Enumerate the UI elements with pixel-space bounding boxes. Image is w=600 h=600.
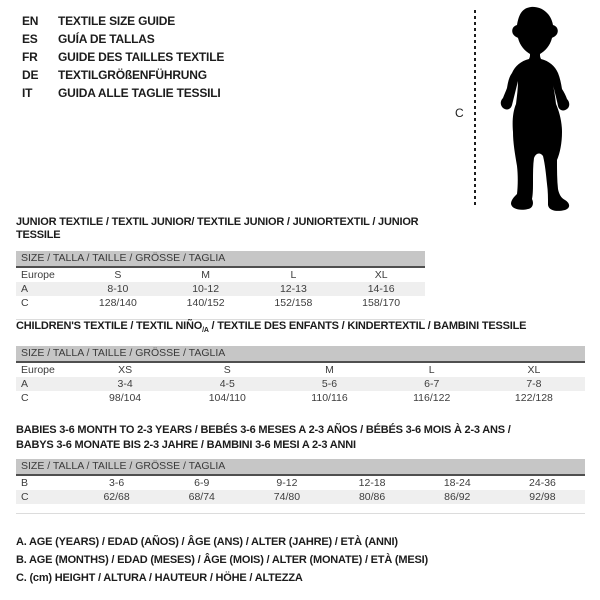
language-title: TEXTILE SIZE GUIDE <box>58 14 176 28</box>
legend-line-b: B. AGE (MONTHS) / EDAD (MESES) / ÂGE (MO… <box>16 554 428 566</box>
table-row-europe: Europe S M L XL <box>16 268 425 282</box>
table-cell: S <box>114 269 122 281</box>
table-cell: 116/122 <box>413 392 451 405</box>
measurement-legend: A. AGE (YEARS) / EDAD (AÑOS) / ÂGE (ANS)… <box>16 533 428 587</box>
table-cell: 9-12 <box>276 477 298 489</box>
size-header-bar: SIZE / TALLA / TAILLE / GRÖSSE / TAGLIA <box>16 251 425 268</box>
babies-table-section: BABIES 3-6 MONTH TO 2-3 YEARS / BEBÉS 3-… <box>16 423 585 514</box>
table-row-age: A 3-4 4-5 5-6 6-7 7-8 <box>16 377 585 392</box>
language-code: ES <box>22 32 38 46</box>
title-line-1: BABIES 3-6 MONTH TO 2-3 YEARS / BEBÉS 3-… <box>16 424 511 436</box>
title-part: CHILDREN'S TEXTILE / TEXTIL NIÑO <box>16 320 203 332</box>
table-cell: 5-6 <box>321 378 338 391</box>
table-cell: 62/68 <box>103 491 130 503</box>
table-cell: 12-18 <box>358 477 386 489</box>
language-code: DE <box>22 68 39 82</box>
table-cell: 68/74 <box>188 491 215 503</box>
language-header: EN TEXTILE SIZE GUIDE ES GUÍA DE TALLAS … <box>22 12 224 102</box>
table-cell: 158/170 <box>362 297 401 309</box>
row-label: C <box>21 297 29 309</box>
children-table-section: CHILDREN'S TEXTILE / TEXTIL NIÑO/A / TEX… <box>16 320 585 405</box>
table-row-months: B 3-6 6-9 9-12 12-18 18-24 24-36 <box>16 476 585 490</box>
table-bottom-rule <box>16 513 585 514</box>
table-cell: 3-4 <box>117 378 133 391</box>
table-cell: L <box>290 269 297 281</box>
table-cell: XS <box>118 364 133 377</box>
table-cell: 14-16 <box>367 283 395 295</box>
table-cell: M <box>325 364 334 377</box>
language-title: GUIDA ALLE TAGLIE TESSILI <box>58 86 221 100</box>
language-title: GUIDE DES TAILLES TEXTILE <box>58 50 225 64</box>
table-cell: 6-9 <box>194 477 210 489</box>
table-row-europe: Europe XS S M L XL <box>16 363 585 377</box>
table-cell: S <box>223 364 231 377</box>
table-cell: 92/98 <box>529 491 556 503</box>
table-cell: L <box>428 364 435 377</box>
table-row-height: C 62/68 68/74 74/80 80/86 86/92 92/98 <box>16 490 585 504</box>
language-row-en: EN TEXTILE SIZE GUIDE <box>22 12 224 30</box>
table-cell: 74/80 <box>273 491 301 503</box>
height-measure-dashed-line <box>474 10 476 207</box>
baby-silhouette-icon <box>500 6 570 211</box>
table-cell: 7-8 <box>526 378 542 391</box>
language-row-de: DE TEXTILGRÖßENFÜHRUNG <box>22 66 224 84</box>
language-code: IT <box>22 86 33 100</box>
junior-table-section: JUNIOR TEXTILE / TEXTIL JUNIOR/ TEXTILE … <box>16 216 425 320</box>
table-cell: 80/86 <box>358 491 386 503</box>
table-cell: 110/116 <box>311 392 348 405</box>
row-label: B <box>21 477 29 489</box>
table-row-height: C 98/104 104/110 110/116 116/122 122/128 <box>16 391 585 405</box>
row-label: A <box>21 283 29 295</box>
table-cell: 6-7 <box>424 378 440 391</box>
table-cell: 10-12 <box>192 283 220 295</box>
row-label: C <box>21 491 29 503</box>
language-row-fr: FR GUIDE DES TAILLES TEXTILE <box>22 48 224 66</box>
language-row-it: IT GUIDA ALLE TAGLIE TESSILI <box>22 84 224 102</box>
table-cell: 86/92 <box>444 491 471 503</box>
height-measure-label: C <box>455 106 464 120</box>
row-label: Europe <box>21 269 55 281</box>
table-cell: XL <box>527 364 541 377</box>
table-cell: M <box>201 269 210 281</box>
row-label: Europe <box>21 364 55 377</box>
size-header-bar: SIZE / TALLA / TAILLE / GRÖSSE / TAGLIA <box>16 459 585 476</box>
language-code: FR <box>22 50 38 64</box>
table-cell: 122/128 <box>514 392 553 405</box>
title-line-2: BABYS 3-6 MONATE BIS 2-3 JAHRE / BAMBINI… <box>16 439 356 451</box>
title-part: / TEXTILE DES ENFANTS / KINDERTEXTIL / B… <box>208 320 527 332</box>
table-cell: 140/152 <box>186 297 225 309</box>
table-bottom-rule <box>16 319 425 320</box>
table-cell: 24-36 <box>529 477 556 489</box>
language-row-es: ES GUÍA DE TALLAS <box>22 30 224 48</box>
table-row-age: A 8-10 10-12 12-13 14-16 <box>16 282 425 296</box>
table-cell: 98/104 <box>109 392 142 405</box>
table-cell: 4-5 <box>219 378 235 391</box>
junior-table-title: JUNIOR TEXTILE / TEXTIL JUNIOR/ TEXTILE … <box>16 216 419 241</box>
table-cell: 12-13 <box>279 283 307 295</box>
table-cell: 8-10 <box>107 283 129 295</box>
size-header-bar: SIZE / TALLA / TAILLE / GRÖSSE / TAGLIA <box>16 346 585 364</box>
language-title: TEXTILGRÖßENFÜHRUNG <box>58 68 207 82</box>
children-table-title: CHILDREN'S TEXTILE / TEXTIL NIÑO/A / TEX… <box>16 320 585 337</box>
title-subscript: /A <box>202 327 209 335</box>
table-cell: 3-6 <box>108 477 125 489</box>
table-cell: 128/140 <box>98 297 137 309</box>
row-label: A <box>21 378 29 391</box>
legend-line-a: A. AGE (YEARS) / EDAD (AÑOS) / ÂGE (ANS)… <box>16 536 398 548</box>
legend-line-c: C. (cm) HEIGHT / ALTURA / HAUTEUR / HÖHE… <box>16 572 303 584</box>
row-label: C <box>21 392 29 405</box>
table-cell: 104/110 <box>208 392 246 405</box>
babies-table-title: BABIES 3-6 MONTH TO 2-3 YEARS / BEBÉS 3-… <box>16 423 585 453</box>
table-row-height: C 128/140 140/152 152/158 158/170 <box>16 296 425 310</box>
language-code: EN <box>22 14 39 28</box>
table-cell: 152/158 <box>274 297 313 309</box>
language-title: GUÍA DE TALLAS <box>58 32 155 46</box>
table-cell: 18-24 <box>443 477 471 489</box>
table-cell: XL <box>374 269 388 281</box>
